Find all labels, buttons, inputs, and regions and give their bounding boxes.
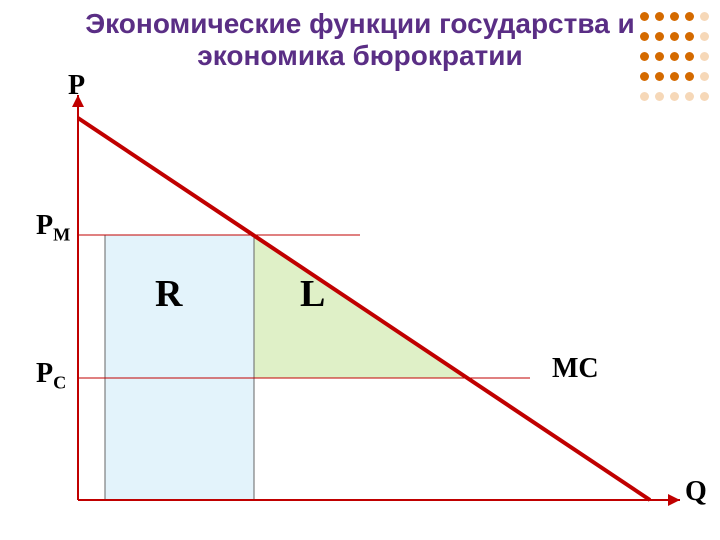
pc-label: PC bbox=[36, 358, 66, 394]
pm-label-sub: M bbox=[53, 224, 70, 244]
pm-label-main: P bbox=[36, 210, 53, 241]
pc-label-main: P bbox=[36, 358, 53, 389]
region-l-label: L bbox=[300, 272, 325, 316]
chart-svg bbox=[0, 0, 720, 540]
y-axis-label: Р bbox=[68, 70, 85, 102]
pm-label: PM bbox=[36, 210, 70, 246]
slide: Экономические функции государства и экон… bbox=[0, 0, 720, 540]
region-r-label: R bbox=[155, 272, 182, 316]
pc-label-sub: C bbox=[53, 372, 66, 392]
mc-label: МС bbox=[552, 353, 599, 385]
x-axis-arrow bbox=[668, 494, 680, 506]
x-axis-label: Q bbox=[685, 476, 707, 508]
